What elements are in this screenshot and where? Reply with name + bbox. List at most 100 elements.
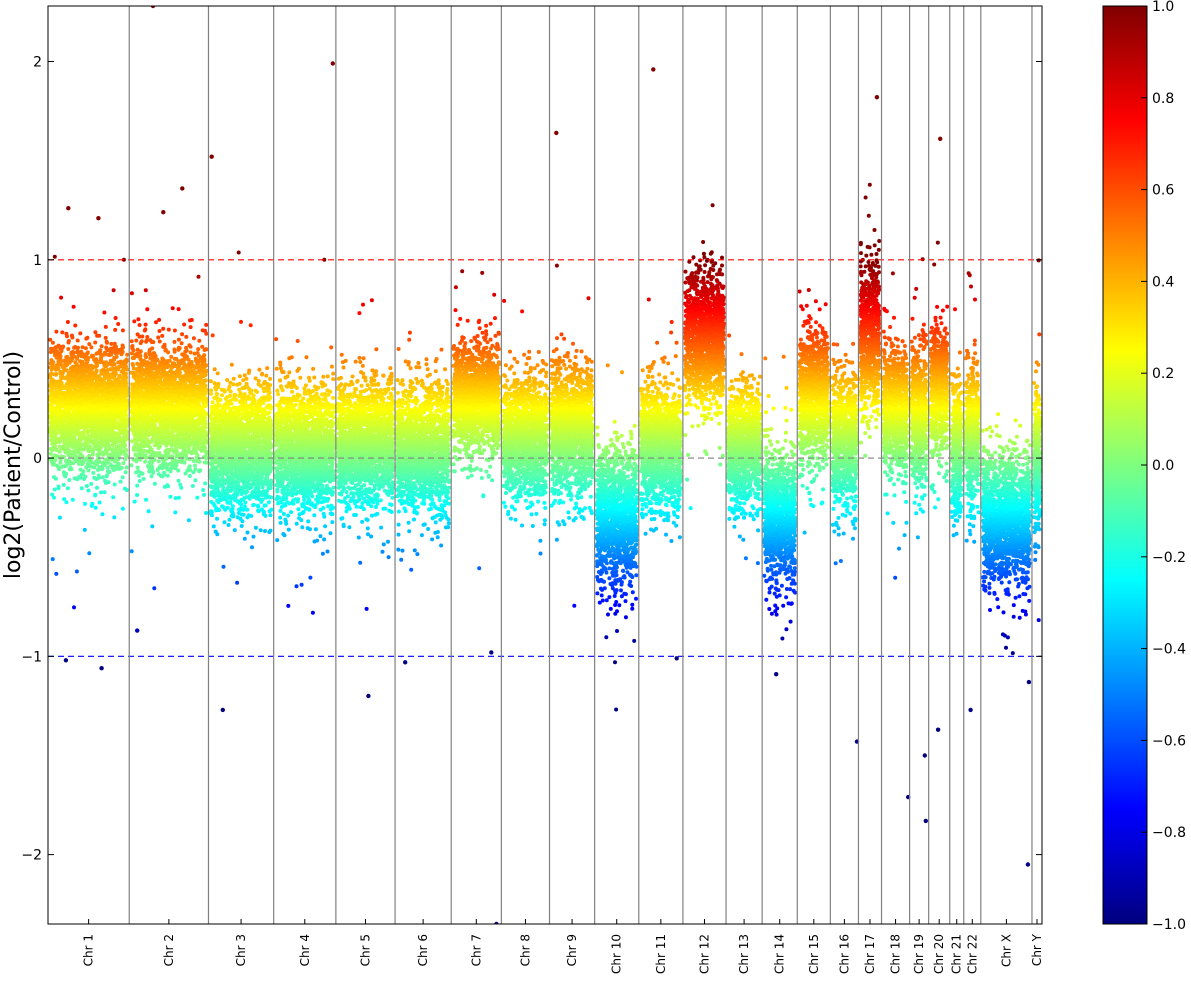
- data-point: [111, 495, 115, 499]
- data-point: [105, 474, 109, 478]
- data-point: [64, 332, 68, 336]
- data-point: [89, 345, 93, 349]
- data-point: [113, 328, 117, 332]
- data-point: [136, 438, 140, 442]
- data-point: [185, 469, 189, 473]
- data-point: [58, 461, 62, 465]
- data-point: [118, 425, 122, 429]
- data-point: [83, 417, 87, 421]
- data-point: [156, 468, 160, 472]
- data-point: [199, 388, 203, 392]
- data-point: [88, 394, 92, 398]
- data-point: [197, 429, 201, 433]
- data-point: [48, 376, 52, 380]
- data-point: [55, 438, 59, 442]
- data-point: [62, 464, 66, 468]
- data-point: [83, 430, 87, 434]
- data-point: [54, 373, 58, 377]
- data-point: [122, 461, 126, 465]
- data-point: [135, 433, 139, 437]
- data-point: [197, 275, 201, 279]
- data-point: [109, 453, 113, 457]
- data-point: [201, 488, 205, 492]
- data-point: [98, 377, 102, 381]
- data-point: [143, 449, 147, 453]
- data-point: [138, 446, 142, 450]
- data-point: [192, 336, 196, 340]
- data-point: [162, 419, 166, 423]
- data-point: [142, 477, 146, 481]
- data-point: [57, 362, 61, 366]
- data-point: [89, 482, 93, 486]
- data-point: [160, 334, 164, 338]
- data-point: [177, 307, 181, 311]
- data-point: [57, 387, 61, 391]
- data-point: [81, 345, 85, 349]
- data-point: [144, 411, 148, 415]
- data-point: [116, 322, 120, 326]
- data-point: [113, 422, 117, 426]
- data-point: [73, 409, 77, 413]
- data-point: [136, 423, 140, 427]
- data-point: [84, 382, 88, 386]
- data-point: [168, 495, 172, 499]
- data-point: [166, 401, 170, 405]
- data-point: [57, 467, 61, 471]
- data-point: [68, 453, 72, 457]
- data-point: [177, 338, 181, 342]
- data-point: [54, 572, 58, 576]
- data-point: [125, 466, 129, 470]
- data-point: [90, 502, 94, 506]
- data-point: [110, 433, 114, 437]
- data-point: [185, 440, 189, 444]
- data-point: [114, 399, 118, 403]
- data-point: [193, 399, 197, 403]
- data-point: [137, 374, 141, 378]
- data-point: [107, 378, 111, 382]
- data-point: [131, 362, 135, 366]
- data-point: [85, 386, 89, 390]
- data-point: [114, 404, 118, 408]
- data-point: [56, 404, 60, 408]
- data-point: [147, 509, 151, 513]
- data-point: [193, 366, 197, 370]
- data-point: [148, 353, 152, 357]
- data-point: [173, 340, 177, 344]
- data-point: [114, 391, 118, 395]
- data-point: [91, 423, 95, 427]
- data-point: [63, 359, 67, 363]
- data-point: [118, 374, 122, 378]
- data-point: [190, 405, 194, 409]
- data-point: [57, 486, 61, 490]
- data-point: [117, 462, 121, 466]
- data-point: [166, 467, 170, 471]
- data-point: [54, 419, 58, 423]
- data-point: [173, 375, 177, 379]
- data-point: [138, 350, 142, 354]
- data-point: [86, 421, 90, 425]
- data-point: [92, 365, 96, 369]
- data-point: [201, 328, 205, 332]
- data-point: [204, 397, 208, 401]
- data-point: [72, 457, 76, 461]
- data-point: [200, 345, 204, 349]
- data-point: [159, 390, 163, 394]
- data-point: [111, 362, 115, 366]
- data-point: [60, 391, 64, 395]
- data-point: [204, 378, 208, 382]
- data-point: [68, 466, 72, 470]
- data-point: [156, 336, 160, 340]
- data-point: [186, 433, 190, 437]
- data-point: [152, 365, 156, 369]
- data-point: [133, 500, 137, 504]
- data-point: [82, 394, 86, 398]
- data-point: [118, 447, 122, 451]
- data-point: [177, 348, 181, 352]
- data-point: [91, 375, 95, 379]
- data-point: [122, 373, 126, 377]
- data-point: [145, 442, 149, 446]
- data-point: [173, 385, 177, 389]
- data-point: [164, 450, 168, 454]
- data-point: [81, 412, 85, 416]
- data-point: [67, 398, 71, 402]
